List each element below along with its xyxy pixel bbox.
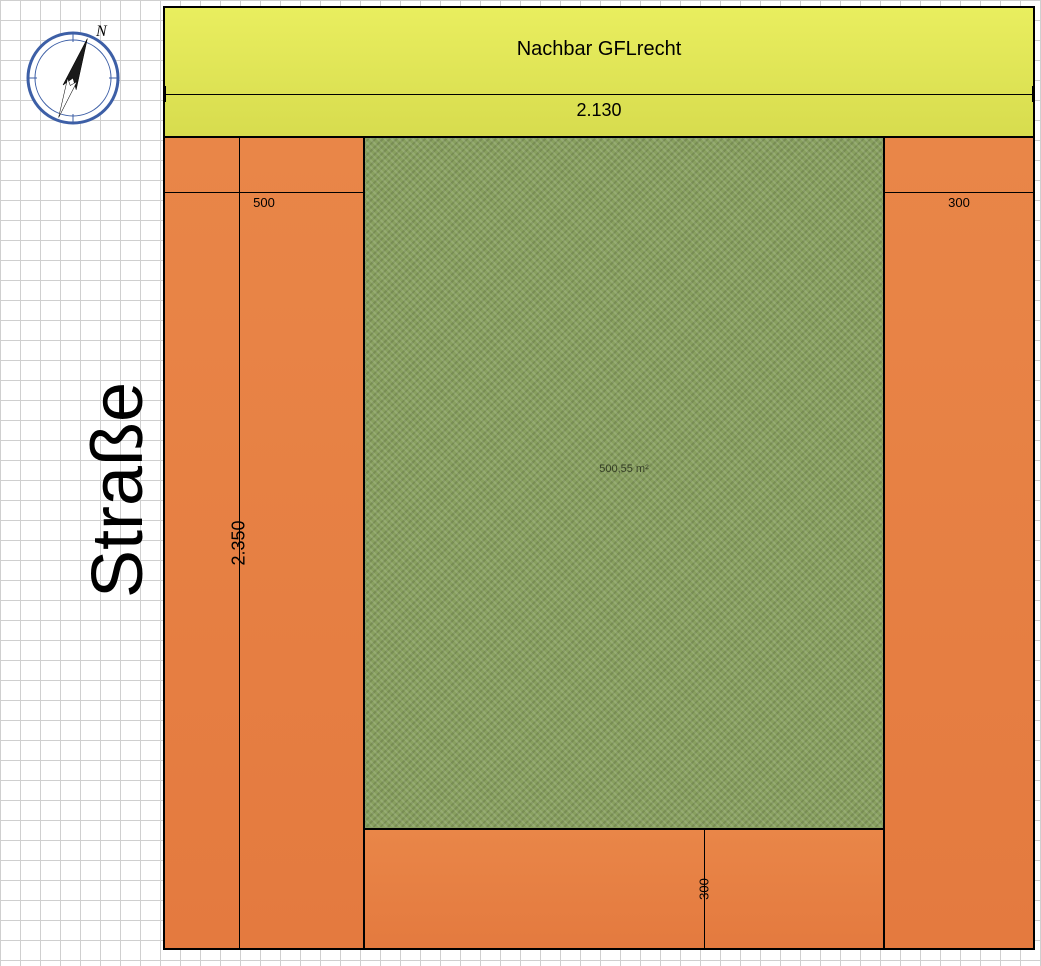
boundary-bottom — [364, 829, 884, 949]
site-plan: Nachbar GFLrecht 2.130 500,55 m² 500 300… — [163, 6, 1035, 950]
dim-line — [884, 192, 1034, 193]
dimension-500: 500 — [164, 192, 364, 212]
dimension-2350: 2.350 — [229, 137, 249, 949]
dimension-300r-value: 300 — [884, 195, 1034, 210]
dim-tick — [696, 829, 712, 830]
dimension-top-value: 2.130 — [165, 100, 1033, 121]
neighbor-label: Nachbar GFLrecht — [165, 38, 1033, 61]
dim-tick — [231, 948, 247, 949]
dim-tick — [696, 948, 712, 949]
dim-tick — [231, 137, 247, 138]
dim-line — [164, 192, 364, 193]
boundary-right — [884, 137, 1034, 949]
neighbor-top-region: Nachbar GFLrecht 2.130 — [164, 7, 1034, 137]
street-label: Straße — [77, 382, 159, 598]
garden-area-label: 500,55 m² — [365, 463, 883, 475]
boundary-left — [164, 137, 364, 949]
compass-n-label: N — [95, 23, 108, 40]
compass-icon: N — [18, 18, 128, 128]
dimension-300-bottom: 300 — [694, 829, 714, 949]
dimension-500-value: 500 — [164, 195, 364, 210]
dimension-300-right: 300 — [884, 192, 1034, 212]
dimension-2350-value: 2.350 — [229, 520, 250, 565]
garden-area: 500,55 m² — [364, 137, 884, 829]
dimension-300b-value: 300 — [697, 878, 712, 900]
dimension-line-top — [165, 94, 1033, 95]
